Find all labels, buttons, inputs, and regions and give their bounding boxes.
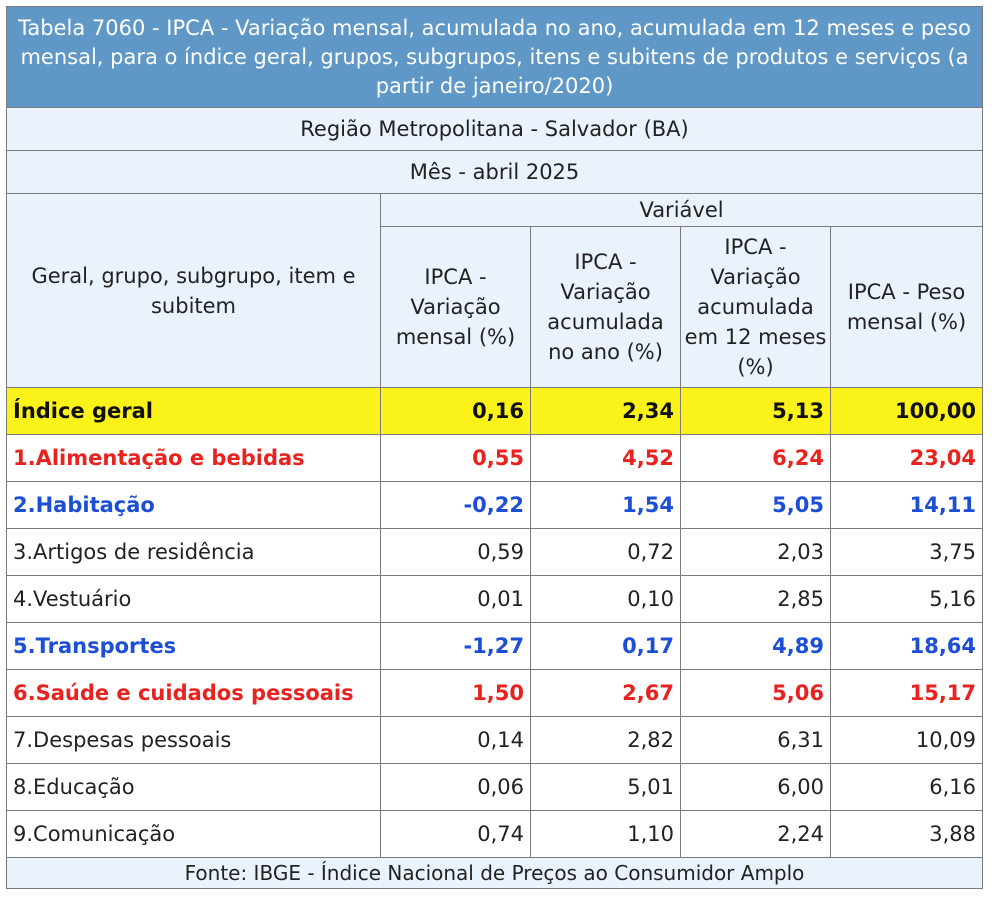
cell-ytd: 0,72 (530, 528, 681, 576)
cell-weight: 14,11 (829, 481, 984, 529)
cell-12-months: 6,24 (680, 434, 831, 482)
cell-monthly: 0,14 (380, 716, 531, 764)
cell-monthly: 0,74 (380, 810, 531, 858)
source-footer: Fonte: IBGE - Índice Nacional de Preços … (5, 857, 984, 889)
cell-ytd: 0,10 (530, 575, 681, 623)
table-row: 7.Despesas pessoais 0,14 2,82 6,31 10,09 (6, 716, 984, 764)
row-label: 8.Educação (6, 763, 381, 811)
cell-monthly: 0,55 (380, 434, 531, 482)
cell-weight: 5,16 (829, 575, 984, 623)
column-header-monthly: IPCA - Variação mensal (%) (380, 226, 531, 388)
variable-header: Variável (379, 193, 984, 227)
table-row: 2.Habitação -0,22 1,54 5,05 14,11 (6, 481, 984, 529)
table-row: 9.Comunicação 0,74 1,10 2,24 3,88 (6, 810, 984, 858)
column-header-12-months: IPCA - Variação acumulada em 12 meses (%… (680, 226, 831, 388)
cell-12-months: 6,31 (680, 716, 831, 764)
column-header-weight: IPCA - Peso mensal (%) (829, 226, 984, 388)
table-row: Índice geral 0,16 2,34 5,13 100,00 (6, 387, 984, 435)
row-label: 7.Despesas pessoais (6, 716, 381, 764)
row-label: 3.Artigos de residência (6, 528, 381, 576)
cell-12-months: 5,13 (680, 387, 831, 435)
column-header-ytd: IPCA - Variação acumulada no ano (%) (530, 226, 681, 388)
cell-weight: 18,64 (829, 622, 984, 670)
row-label: 2.Habitação (6, 481, 381, 529)
cell-ytd: 4,52 (530, 434, 681, 482)
cell-monthly: 0,16 (380, 387, 531, 435)
cell-12-months: 2,03 (680, 528, 831, 576)
cell-monthly: -1,27 (380, 622, 531, 670)
cell-monthly: -0,22 (380, 481, 531, 529)
cell-monthly: 0,59 (380, 528, 531, 576)
cell-ytd: 2,67 (530, 669, 681, 717)
cell-monthly: 0,06 (380, 763, 531, 811)
table-row: 1.Alimentação e bebidas 0,55 4,52 6,24 2… (6, 434, 984, 482)
cell-12-months: 4,89 (680, 622, 831, 670)
table-row: 5.Transportes -1,27 0,17 4,89 18,64 (6, 622, 984, 670)
cell-monthly: 1,50 (380, 669, 531, 717)
cell-weight: 23,04 (829, 434, 984, 482)
row-label: 9.Comunicação (6, 810, 381, 858)
cell-weight: 100,00 (829, 387, 984, 435)
cell-ytd: 0,17 (530, 622, 681, 670)
table-row: 8.Educação 0,06 5,01 6,00 6,16 (6, 763, 984, 811)
row-label: 6.Saúde e cuidados pessoais (6, 669, 381, 717)
row-header: Geral, grupo, subgrupo, item e subitem (6, 193, 381, 388)
region-label: Região Metropolitana - Salvador (BA) (5, 107, 984, 151)
cell-weight: 6,16 (829, 763, 984, 811)
cell-12-months: 2,24 (680, 810, 831, 858)
month-label: Mês - abril 2025 (5, 150, 984, 194)
cell-weight: 3,75 (829, 528, 984, 576)
cell-ytd: 2,34 (530, 387, 681, 435)
row-label: Índice geral (6, 387, 381, 435)
table-row: 3.Artigos de residência 0,59 0,72 2,03 3… (6, 528, 984, 576)
cell-12-months: 5,06 (680, 669, 831, 717)
cell-ytd: 2,82 (530, 716, 681, 764)
cell-monthly: 0,01 (380, 575, 531, 623)
cell-weight: 10,09 (829, 716, 984, 764)
cell-12-months: 2,85 (680, 575, 831, 623)
table-row: 6.Saúde e cuidados pessoais 1,50 2,67 5,… (6, 669, 984, 717)
table-title: Tabela 7060 - IPCA - Variação mensal, ac… (5, 6, 984, 108)
cell-12-months: 6,00 (680, 763, 831, 811)
cell-ytd: 1,54 (530, 481, 681, 529)
cell-weight: 3,88 (829, 810, 984, 858)
row-label: 4.Vestuário (6, 575, 381, 623)
cell-ytd: 1,10 (530, 810, 681, 858)
row-label: 1.Alimentação e bebidas (6, 434, 381, 482)
cell-12-months: 5,05 (680, 481, 831, 529)
ipca-table-container: Tabela 7060 - IPCA - Variação mensal, ac… (5, 6, 984, 889)
cell-ytd: 5,01 (530, 763, 681, 811)
ipca-table: Tabela 7060 - IPCA - Variação mensal, ac… (5, 6, 984, 889)
row-label: 5.Transportes (6, 622, 381, 670)
table-row: 4.Vestuário 0,01 0,10 2,85 5,16 (6, 575, 984, 623)
cell-weight: 15,17 (829, 669, 984, 717)
